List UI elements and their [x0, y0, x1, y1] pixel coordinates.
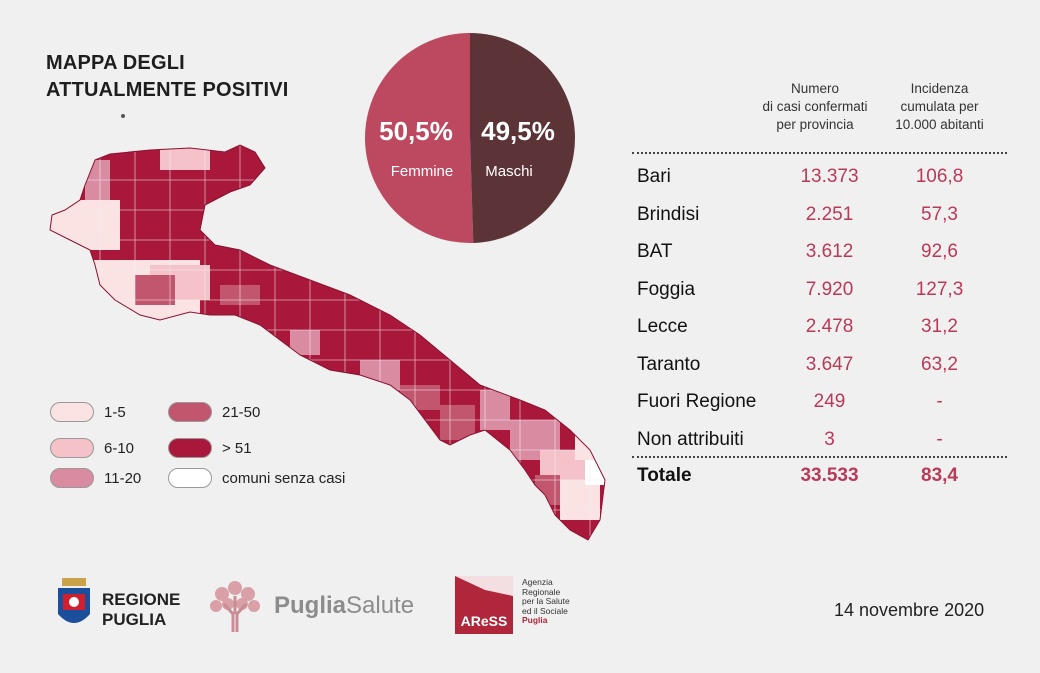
- page-title: MAPPA DEGLI ATTUALMENTE POSITIVI: [46, 50, 289, 104]
- row-casi: 2.478: [805, 316, 854, 337]
- regione-line-2: PUGLIA: [102, 610, 167, 629]
- row-label: Taranto: [637, 353, 701, 375]
- table-row-total: Totale 33.533 83,4: [632, 465, 1012, 495]
- legend-swatch: [168, 468, 212, 488]
- legend-label: comuni senza casi: [222, 469, 346, 487]
- legend-label: 11-20: [104, 469, 142, 487]
- puglia-salute-logo: PugliaSalute: [206, 576, 426, 634]
- aress-line: Regionale: [522, 586, 561, 597]
- row-casi: 7.920: [805, 278, 854, 300]
- row-casi: 3: [824, 428, 835, 450]
- legend-item: 11-20: [50, 468, 141, 488]
- row-label: Lecce: [637, 316, 688, 337]
- puglia-word: Puglia: [274, 592, 347, 619]
- row-label: BAT: [637, 241, 673, 262]
- pie-slice-femmine: [365, 33, 474, 243]
- title-line-2: ATTUALMENTE POSITIVI: [46, 79, 289, 101]
- total-casi: 33.533: [800, 465, 859, 486]
- aress-text: Agenzia Regionale per la Salute ed il So…: [522, 577, 570, 626]
- row-incidenza: 127,3: [915, 278, 964, 300]
- map-legend: 1-5 6-10 11-20 21-50 > 51 comuni senza c…: [50, 402, 380, 492]
- row-label: Fuori Regione: [637, 391, 757, 412]
- row-label: Non attribuiti: [637, 428, 744, 450]
- row-label: Bari: [637, 166, 671, 187]
- regione-line-1: REGIONE: [102, 590, 181, 609]
- legend-item: > 51: [168, 438, 252, 458]
- table-row: Foggia 7.920 127,3: [632, 279, 1012, 309]
- total-label: Totale: [637, 465, 692, 486]
- row-casi: 2.251: [805, 203, 854, 225]
- table-header-casi: Numero di casi confermati per provincia: [750, 80, 880, 134]
- row-incidenza: -: [936, 391, 943, 412]
- regione-crest-icon: [58, 578, 90, 623]
- total-incidenza: 83,4: [921, 465, 958, 486]
- regione-puglia-logo: REGIONE PUGLIA: [56, 576, 196, 634]
- table-row: Bari 13.373 106,8: [632, 166, 1012, 196]
- total-divider: [632, 456, 1007, 458]
- table-row: Fuori Regione 249 -: [632, 391, 1012, 421]
- aress-mark-icon: AReSS: [455, 576, 513, 634]
- aress-line: ed il Sociale: [522, 605, 568, 616]
- legend-swatch: [168, 438, 212, 458]
- gender-pie-chart: 50,5% Femmine 49,5% Maschi: [365, 33, 576, 243]
- legend-item: 1-5: [50, 402, 126, 422]
- title-line-1: MAPPA DEGLI: [46, 52, 185, 74]
- table-row: Non attribuiti 3 -: [632, 429, 1012, 459]
- row-casi: 3.647: [805, 353, 854, 375]
- legend-item: 21-50: [168, 402, 260, 422]
- header-incidenza-text: Incidenza cumulata per 10.000 abitanti: [895, 81, 984, 132]
- report-date: 14 novembre 2020: [834, 600, 985, 620]
- aress-logo: AReSS Agenzia Regionale per la Salute ed…: [455, 576, 595, 634]
- row-label: Foggia: [637, 278, 696, 300]
- aress-mark-text: AReSS: [461, 613, 508, 629]
- pie-label-maschi: Maschi: [485, 163, 533, 180]
- row-casi: 3.612: [805, 241, 854, 262]
- aress-line: per la Salute: [522, 596, 570, 606]
- legend-item: comuni senza casi: [168, 468, 345, 488]
- row-incidenza: 92,6: [921, 241, 958, 262]
- row-label: Brindisi: [637, 203, 700, 225]
- table-header-incidenza: Incidenza cumulata per 10.000 abitanti: [882, 80, 997, 134]
- pie-label-femmine: Femmine: [391, 163, 454, 180]
- table-row: Lecce 2.478 31,2: [632, 316, 1012, 346]
- table-row: Brindisi 2.251 57,3: [632, 204, 1012, 234]
- tree-icon: [210, 581, 260, 632]
- header-divider: [632, 152, 1007, 154]
- legend-label: 1-5: [104, 403, 126, 421]
- row-incidenza: 63,2: [921, 353, 958, 375]
- legend-label: > 51: [222, 439, 252, 457]
- legend-label: 21-50: [222, 403, 261, 421]
- row-incidenza: 106,8: [915, 166, 964, 187]
- table-row: Taranto 3.647 63,2: [632, 354, 1012, 384]
- legend-label: 6-10: [104, 439, 135, 457]
- row-incidenza: -: [936, 428, 943, 450]
- row-incidenza: 31,2: [921, 316, 958, 337]
- legend-item: 6-10: [50, 438, 134, 458]
- legend-swatch: [50, 402, 94, 422]
- header-casi-text: Numero di casi confermati per provincia: [762, 81, 868, 132]
- legend-swatch: [50, 468, 94, 488]
- pie-value-maschi: 49,5%: [481, 116, 555, 146]
- aress-line: Puglia: [522, 615, 548, 625]
- legend-swatch: [168, 402, 212, 422]
- row-casi: 13.373: [800, 166, 859, 187]
- table-row: BAT 3.612 92,6: [632, 241, 1012, 271]
- salute-word: Salute: [346, 592, 415, 619]
- row-incidenza: 57,3: [921, 203, 958, 225]
- pie-value-femmine: 50,5%: [379, 116, 453, 146]
- pie-slice-maschi: [470, 33, 576, 243]
- row-casi: 249: [813, 391, 846, 412]
- legend-swatch: [50, 438, 94, 458]
- aress-line: Agenzia: [522, 577, 553, 587]
